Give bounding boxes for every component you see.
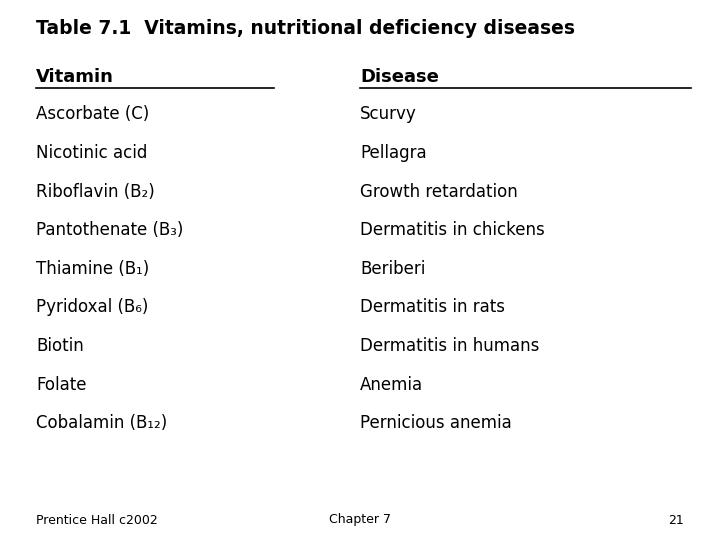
Text: Vitamin: Vitamin: [36, 68, 114, 85]
Text: Chapter 7: Chapter 7: [329, 514, 391, 526]
Text: Table 7.1  Vitamins, nutritional deficiency diseases: Table 7.1 Vitamins, nutritional deficien…: [36, 19, 575, 38]
Text: Dermatitis in humans: Dermatitis in humans: [360, 337, 539, 355]
Text: Beriberi: Beriberi: [360, 260, 426, 278]
Text: Thiamine (B₁): Thiamine (B₁): [36, 260, 149, 278]
Text: Pernicious anemia: Pernicious anemia: [360, 414, 512, 432]
Text: Pellagra: Pellagra: [360, 144, 427, 162]
Text: Cobalamin (B₁₂): Cobalamin (B₁₂): [36, 414, 167, 432]
Text: Riboflavin (B₂): Riboflavin (B₂): [36, 183, 155, 200]
Text: Biotin: Biotin: [36, 337, 84, 355]
Text: 21: 21: [668, 514, 684, 526]
Text: Ascorbate (C): Ascorbate (C): [36, 105, 149, 123]
Text: Pantothenate (B₃): Pantothenate (B₃): [36, 221, 184, 239]
Text: Pyridoxal (B₆): Pyridoxal (B₆): [36, 298, 148, 316]
Text: Disease: Disease: [360, 68, 439, 85]
Text: Anemia: Anemia: [360, 376, 423, 394]
Text: Nicotinic acid: Nicotinic acid: [36, 144, 148, 162]
Text: Folate: Folate: [36, 376, 86, 394]
Text: Dermatitis in rats: Dermatitis in rats: [360, 298, 505, 316]
Text: Growth retardation: Growth retardation: [360, 183, 518, 200]
Text: Prentice Hall c2002: Prentice Hall c2002: [36, 514, 158, 526]
Text: Scurvy: Scurvy: [360, 105, 417, 123]
Text: Dermatitis in chickens: Dermatitis in chickens: [360, 221, 545, 239]
